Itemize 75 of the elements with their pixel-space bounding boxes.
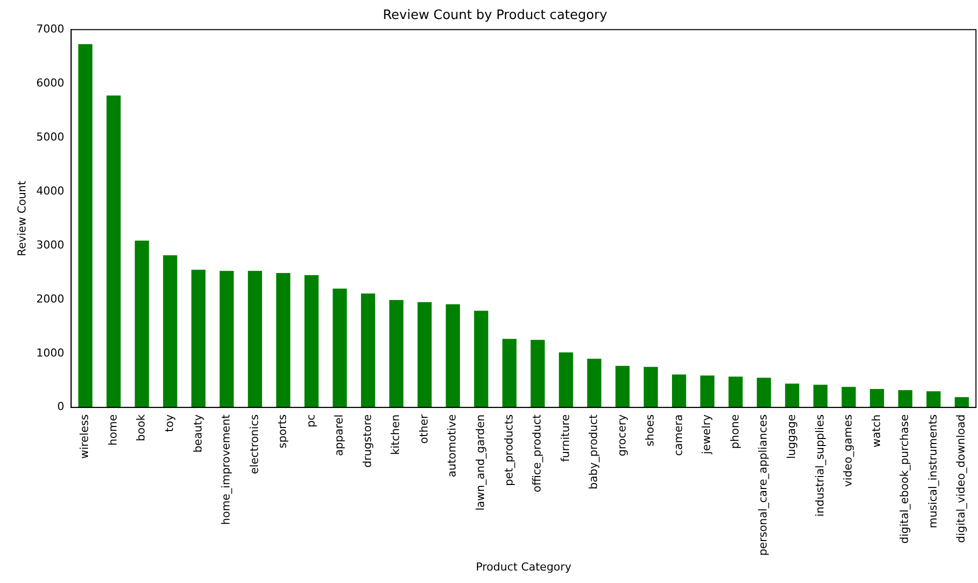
bar [106, 95, 121, 408]
bar [78, 44, 92, 408]
x-tick-label: jewelry [700, 414, 714, 456]
bar [728, 376, 743, 408]
bar [418, 302, 432, 408]
x-tick-label: personal_care_appliances [756, 414, 770, 556]
x-tick-label: book [134, 414, 148, 442]
x-tick-label: phone [728, 414, 742, 449]
bar [248, 270, 262, 408]
x-tick-label: baby_product [587, 414, 600, 490]
x-tick-label: camera [672, 414, 685, 456]
x-tick-label: beauty [191, 414, 204, 453]
bar [360, 294, 376, 408]
bar [756, 378, 771, 408]
y-tick-label: 4000 [36, 184, 64, 198]
x-tick-label: musical_instruments [926, 414, 940, 528]
x-tick-label: apparel [332, 414, 346, 456]
x-tick-label: lawn_and_garden [474, 414, 488, 511]
y-tick-label: 0 [57, 400, 64, 414]
y-tick-label: 6000 [36, 76, 64, 90]
x-tick-label: digital_video_download [954, 414, 968, 543]
x-tick-label: furniture [558, 414, 572, 462]
bar [898, 390, 912, 408]
bar [191, 270, 206, 408]
bar [530, 340, 545, 408]
x-tick-label: sports [276, 414, 290, 448]
bar [842, 386, 856, 408]
bar [502, 338, 516, 408]
y-tick-label: 7000 [36, 22, 64, 36]
x-tick-label: pc [304, 414, 318, 428]
y-tick-label: 3000 [36, 238, 64, 252]
x-tick-label: drugstore [360, 414, 374, 468]
y-tick-label: 5000 [36, 130, 64, 144]
bar [926, 391, 941, 408]
x-tick-label: home_improvement [220, 414, 233, 525]
x-tick-label: shoes [644, 414, 657, 446]
x-tick-label: other [417, 414, 430, 444]
bar [276, 273, 290, 408]
chart-title: Review Count by Product category [382, 8, 608, 24]
x-tick-label: video_games [842, 414, 855, 487]
x-tick-label: watch [870, 414, 883, 448]
bar [332, 288, 347, 408]
bar [220, 270, 234, 408]
x-tick-label: industrial_supplies [813, 414, 826, 517]
y-tick-label: 1000 [36, 346, 64, 360]
bar [672, 374, 686, 408]
x-tick-label: pet_products [502, 414, 516, 486]
x-tick-label: wireless [78, 414, 92, 459]
bar [587, 358, 602, 408]
x-tick-label: toy [163, 414, 176, 432]
x-tick-label: electronics [248, 414, 261, 474]
x-tick-label: automotive [446, 414, 459, 478]
x-tick-label: luggage [785, 414, 798, 459]
y-axis-title: Review Count [15, 180, 28, 256]
x-tick-label: digital_ebook_purchase [898, 414, 912, 544]
x-tick-label: kitchen [389, 414, 402, 455]
bar [615, 366, 630, 408]
bar [558, 352, 574, 408]
x-tick-label: home [106, 414, 120, 446]
bar [870, 389, 884, 408]
bar [134, 240, 149, 408]
bar [446, 304, 460, 408]
bar [389, 300, 404, 408]
bar [785, 384, 800, 408]
bar [304, 275, 319, 408]
bar [163, 255, 178, 408]
x-tick-label: grocery [615, 414, 628, 456]
y-tick-label: 2000 [36, 292, 64, 306]
bar [700, 376, 714, 408]
x-tick-label: office_product [530, 414, 544, 492]
bar [813, 384, 828, 408]
bar [644, 366, 658, 408]
x-axis-title: Product Category [476, 560, 572, 574]
bar [474, 310, 488, 408]
bar [954, 397, 969, 408]
